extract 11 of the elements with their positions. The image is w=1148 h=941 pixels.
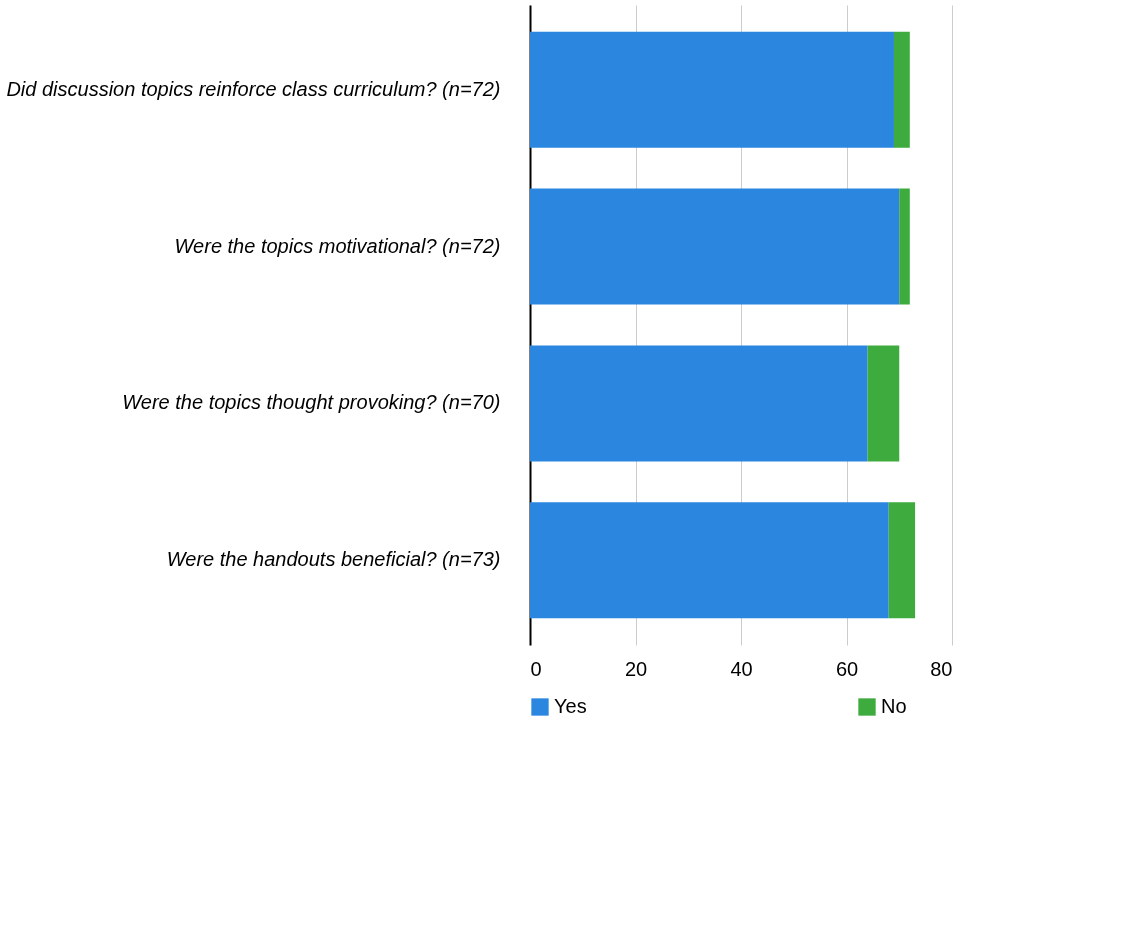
y-tick-label: Were the topics thought provoking? (n=70) bbox=[122, 391, 501, 414]
x-tick-label: 0 bbox=[530, 657, 542, 680]
legend-label: No bbox=[881, 695, 907, 717]
x-tick-label: 80 bbox=[930, 657, 953, 680]
y-tick-label: Did discussion topics reinforce class curriculum? (n=72) bbox=[6, 77, 501, 100]
y-tick-label: Were the topics motivational? (n=72) bbox=[174, 234, 501, 257]
x-tick-label: 60 bbox=[835, 657, 859, 680]
x-tick-label: 40 bbox=[730, 657, 753, 680]
y-tick-label: Were the handouts beneficial? (n=73) bbox=[166, 548, 501, 571]
x-tick-label: 20 bbox=[624, 657, 648, 680]
legend-label: Yes bbox=[554, 695, 587, 717]
